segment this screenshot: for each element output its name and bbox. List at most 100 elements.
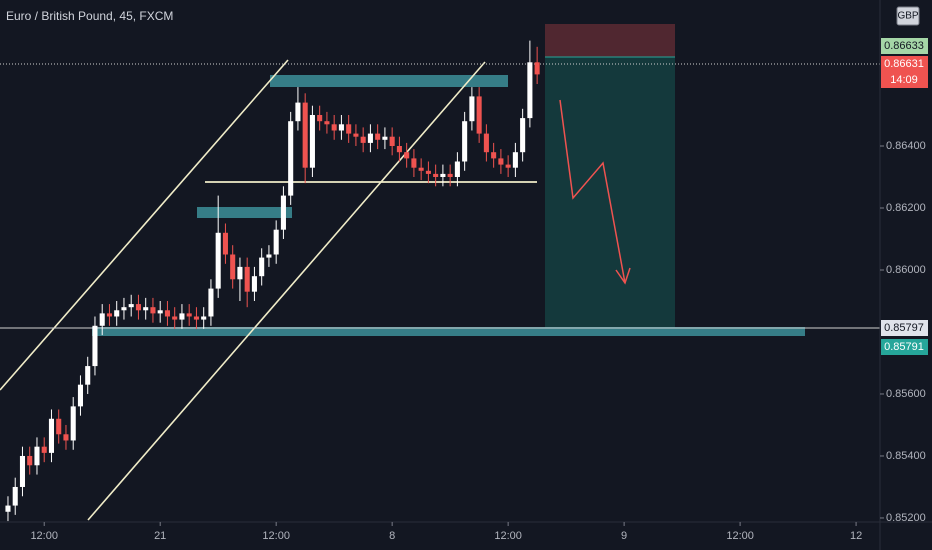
x-tick-label: 12 <box>850 530 862 542</box>
candle-body <box>172 316 178 320</box>
candle-body <box>317 115 323 122</box>
channel-line <box>0 59 289 391</box>
candle-body <box>56 418 62 435</box>
currency-bg[interactable] <box>896 6 920 26</box>
y-tick-label: 0.85400 <box>886 450 926 462</box>
candle-body <box>237 266 243 280</box>
price-tag: 0.85797 <box>884 322 924 334</box>
y-tick-label: 0.85600 <box>886 388 926 400</box>
x-tick-label: 12:00 <box>726 530 754 542</box>
candle-body <box>266 254 272 258</box>
candle-body <box>483 133 489 153</box>
candle-body <box>491 152 497 159</box>
candle-body <box>34 446 40 466</box>
tag-bg <box>881 339 928 355</box>
arrow-head <box>615 267 631 285</box>
y-tick-label: 0.86000 <box>886 264 926 276</box>
candle-body <box>338 124 344 131</box>
candle-body <box>375 133 381 140</box>
candle-body <box>273 229 279 255</box>
x-tick-label: 9 <box>621 530 627 542</box>
candle-body <box>128 304 134 308</box>
candle-body <box>302 102 308 168</box>
candle-body <box>143 307 149 311</box>
chart-title: Euro / British Pound, 45, FXCM <box>6 9 173 23</box>
candle-body <box>135 304 141 311</box>
stop-zone <box>545 24 675 57</box>
price-tag: 0.86631 <box>884 58 924 70</box>
candle-body <box>396 145 402 153</box>
candle-body <box>27 455 33 466</box>
candle-body <box>41 446 47 453</box>
currency[interactable]: GBP <box>897 11 918 22</box>
candle-body <box>353 133 359 137</box>
candle-body <box>331 124 337 131</box>
candle-body <box>404 152 410 159</box>
x-tick-label: 12:00 <box>30 530 58 542</box>
tag-bg <box>881 56 928 88</box>
candle-body <box>288 121 294 196</box>
candle-body <box>280 195 286 230</box>
candle-body <box>186 313 192 317</box>
candle-body <box>164 310 170 317</box>
candle-body <box>121 307 127 311</box>
candle-body <box>346 124 352 134</box>
candle-body <box>63 434 69 441</box>
candle-body <box>92 325 98 367</box>
candle-body <box>440 173 446 177</box>
candle-body <box>360 136 366 143</box>
candle-body <box>411 158 417 168</box>
candle-body <box>99 313 105 326</box>
arrow <box>559 99 626 284</box>
candle-body <box>230 254 236 280</box>
candle-body <box>520 118 526 153</box>
channel-line <box>87 61 486 521</box>
candle-body <box>215 232 221 289</box>
candle-body <box>382 136 388 140</box>
candle-body <box>259 257 265 277</box>
candle-body <box>150 307 156 314</box>
axes: 0.85200 0.85400 0.85600 0.86000 0.86200 0.864… <box>30 140 925 542</box>
candle-body <box>462 121 468 162</box>
candle-body <box>179 313 185 320</box>
x-tick-label: 12:00 <box>494 530 522 542</box>
zone <box>197 207 292 218</box>
candle-body <box>389 136 395 146</box>
candle-body <box>48 418 55 453</box>
candle-body <box>469 96 475 122</box>
candle-body <box>5 505 11 512</box>
x-tick-label: 8 <box>389 530 395 542</box>
y-tick-label: 0.85200 <box>886 512 926 524</box>
candle-body <box>114 310 120 317</box>
candle-body <box>476 96 482 134</box>
y-tick-label: 0.86400 <box>886 140 926 152</box>
candle-body <box>367 133 373 143</box>
price-tag: 0.86633 <box>884 40 924 52</box>
candle-body <box>244 266 250 292</box>
candle-body <box>527 62 533 119</box>
countdown: 14:09 <box>890 74 918 86</box>
zone <box>92 327 805 336</box>
candle-body <box>454 161 460 177</box>
candle-body <box>534 62 540 75</box>
candle-body <box>295 102 301 122</box>
x-tick-label: 12:00 <box>262 530 290 542</box>
candle-body <box>85 366 91 385</box>
candles <box>5 40 540 522</box>
candle-body <box>505 164 511 168</box>
tag-bg <box>881 320 928 336</box>
candle-body <box>251 276 257 292</box>
candle-body <box>425 170 431 174</box>
candle-body <box>309 115 315 168</box>
candle-body <box>447 173 453 177</box>
candle-body <box>433 173 439 177</box>
candle-body <box>12 486 18 506</box>
price-tags: 0.86633 0.86631 14:09 0.85797 0.85791 GB… <box>881 6 928 355</box>
candle-body <box>77 384 83 407</box>
drawings <box>0 24 880 521</box>
candle-body <box>512 152 518 168</box>
target-zone <box>545 57 675 328</box>
tag-bg <box>881 38 928 54</box>
